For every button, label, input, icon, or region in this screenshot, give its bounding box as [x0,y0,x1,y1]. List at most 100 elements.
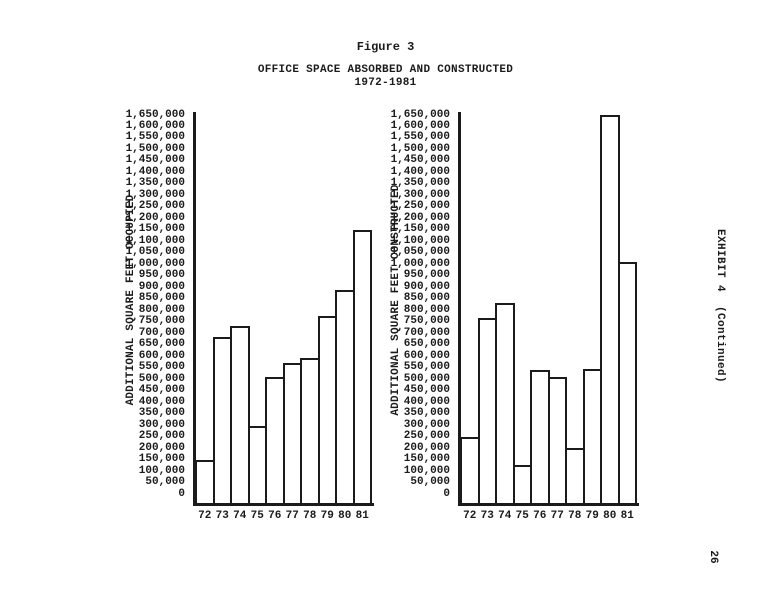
y-tick-label: 750,000 [138,315,185,328]
y-tick-label: 0 [443,487,450,500]
y-tick-label: 1,150,000 [125,223,185,236]
bar-1974 [230,326,250,503]
page-number: 26 [707,550,719,564]
y-tick-label: 350,000 [138,407,185,420]
y-tick-label: 150,000 [403,453,450,466]
x-tick-label: 74 [233,510,247,522]
figure-subtitle: 1972-1981 [354,77,417,89]
y-tick-label: 1,300,000 [390,188,450,201]
y-tick-label: 50,000 [145,476,185,488]
x-axis-line [458,503,639,506]
bars-area [390,105,650,506]
y-tick-label: 1,500,000 [125,142,185,155]
x-tick-label: 75 [250,510,264,522]
x-axis-line [193,503,374,506]
y-tick-label: 950,000 [403,269,450,282]
y-tick-label: 700,000 [403,326,450,339]
x-tick-label: 75 [515,510,529,522]
y-tick-label: 900,000 [138,280,185,293]
y-tick-label: 1,050,000 [390,246,450,259]
y-axis-tick-labels: 0 50,000 100,000 150,000 200,000 250,000 300,0… [125,105,185,537]
y-tick-label: 250,000 [403,430,450,443]
y-tick-label: 250,000 [138,430,185,443]
y-tick-label: 200,000 [403,441,450,454]
y-tick-label: 850,000 [403,292,450,305]
y-axis-line [193,112,196,506]
y-tick-label: 300,000 [403,418,450,431]
y-tick-label: 1,450,000 [390,154,450,167]
y-tick-label: 1,550,000 [125,131,185,144]
x-axis-tick-labels: 72 73 74 75 76 77 78 79 80 81 [125,509,385,525]
y-tick-label: 500,000 [138,372,185,385]
y-tick-label: 1,000,000 [125,257,185,270]
bar-1977 [547,376,567,503]
y-tick-label: 1,050,000 [125,246,185,259]
y-tick-label: 300,000 [138,418,185,431]
y-tick-label: 1,300,000 [125,188,185,201]
x-tick-label: 79 [585,510,599,522]
y-tick-label: 1,650,000 [390,108,450,121]
y-tick-label: 1,350,000 [390,177,450,190]
y-tick-label: 850,000 [138,292,185,305]
y-tick-label: 1,550,000 [390,131,450,144]
y-tick-label: 1,600,000 [390,119,450,132]
y-tick-label: 1,200,000 [125,211,185,224]
y-tick-label: 800,000 [138,303,185,316]
y-tick-label: 50,000 [410,476,450,488]
x-tick-label: 78 [568,510,582,522]
bar-1974 [495,303,515,503]
y-tick-label: 550,000 [403,361,450,374]
y-tick-label: 1,250,000 [390,200,450,213]
x-tick-label: 73 [215,510,229,522]
x-tick-label: 77 [285,510,299,522]
y-tick-label: 1,600,000 [125,119,185,132]
y-axis-line [458,112,461,506]
y-tick-label: 600,000 [403,349,450,362]
y-tick-label: 350,000 [403,407,450,420]
y-tick-label: 400,000 [138,395,185,408]
y-tick-label: 1,100,000 [125,234,185,247]
y-tick-label: 1,500,000 [390,142,450,155]
x-tick-label: 80 [338,510,352,522]
x-tick-label: 77 [550,510,564,522]
x-tick-label: 72 [198,510,212,522]
x-tick-label: 76 [268,510,282,522]
x-tick-label: 72 [463,510,477,522]
x-tick-label: 73 [480,510,494,522]
x-tick-label: 81 [355,510,369,522]
y-tick-label: 600,000 [138,349,185,362]
x-tick-label: 78 [303,510,317,522]
y-tick-label: 100,000 [403,464,450,477]
x-axis-tick-labels: 72 73 74 75 76 77 78 79 80 81 [390,509,650,525]
y-tick-label: 650,000 [403,338,450,351]
y-tick-label: 100,000 [138,464,185,477]
y-tick-label: 500,000 [403,372,450,385]
y-tick-label: 1,400,000 [390,165,450,178]
exhibit-sidebar-label: EXHIBIT 4 (Continued) [714,228,726,384]
x-tick-label: 76 [533,510,547,522]
y-tick-label: 700,000 [138,326,185,339]
y-tick-label: 450,000 [403,384,450,397]
bar-1981 [617,262,637,503]
occupied-bar-chart: ADDITIONAL SQUARE FEET OCCUPIED 0 50,000 1… [125,105,385,537]
y-tick-label: 0 [178,487,185,500]
bar-1981 [352,229,372,503]
y-tick-label: 1,650,000 [125,108,185,121]
y-tick-label: 950,000 [138,269,185,282]
y-tick-label: 1,350,000 [125,177,185,190]
y-tick-label: 550,000 [138,361,185,374]
y-tick-label: 750,000 [403,315,450,328]
y-tick-label: 1,150,000 [390,223,450,236]
bars-area [125,105,385,506]
x-tick-label: 74 [498,510,512,522]
y-tick-label: 450,000 [138,384,185,397]
x-tick-label: 80 [603,510,617,522]
y-tick-label: 1,100,000 [390,234,450,247]
x-tick-label: 81 [620,510,634,522]
x-tick-label: 79 [320,510,334,522]
figure-label: Figure 3 [356,40,415,54]
y-tick-label: 1,400,000 [125,165,185,178]
y-tick-label: 1,450,000 [125,154,185,167]
y-tick-label: 800,000 [403,303,450,316]
